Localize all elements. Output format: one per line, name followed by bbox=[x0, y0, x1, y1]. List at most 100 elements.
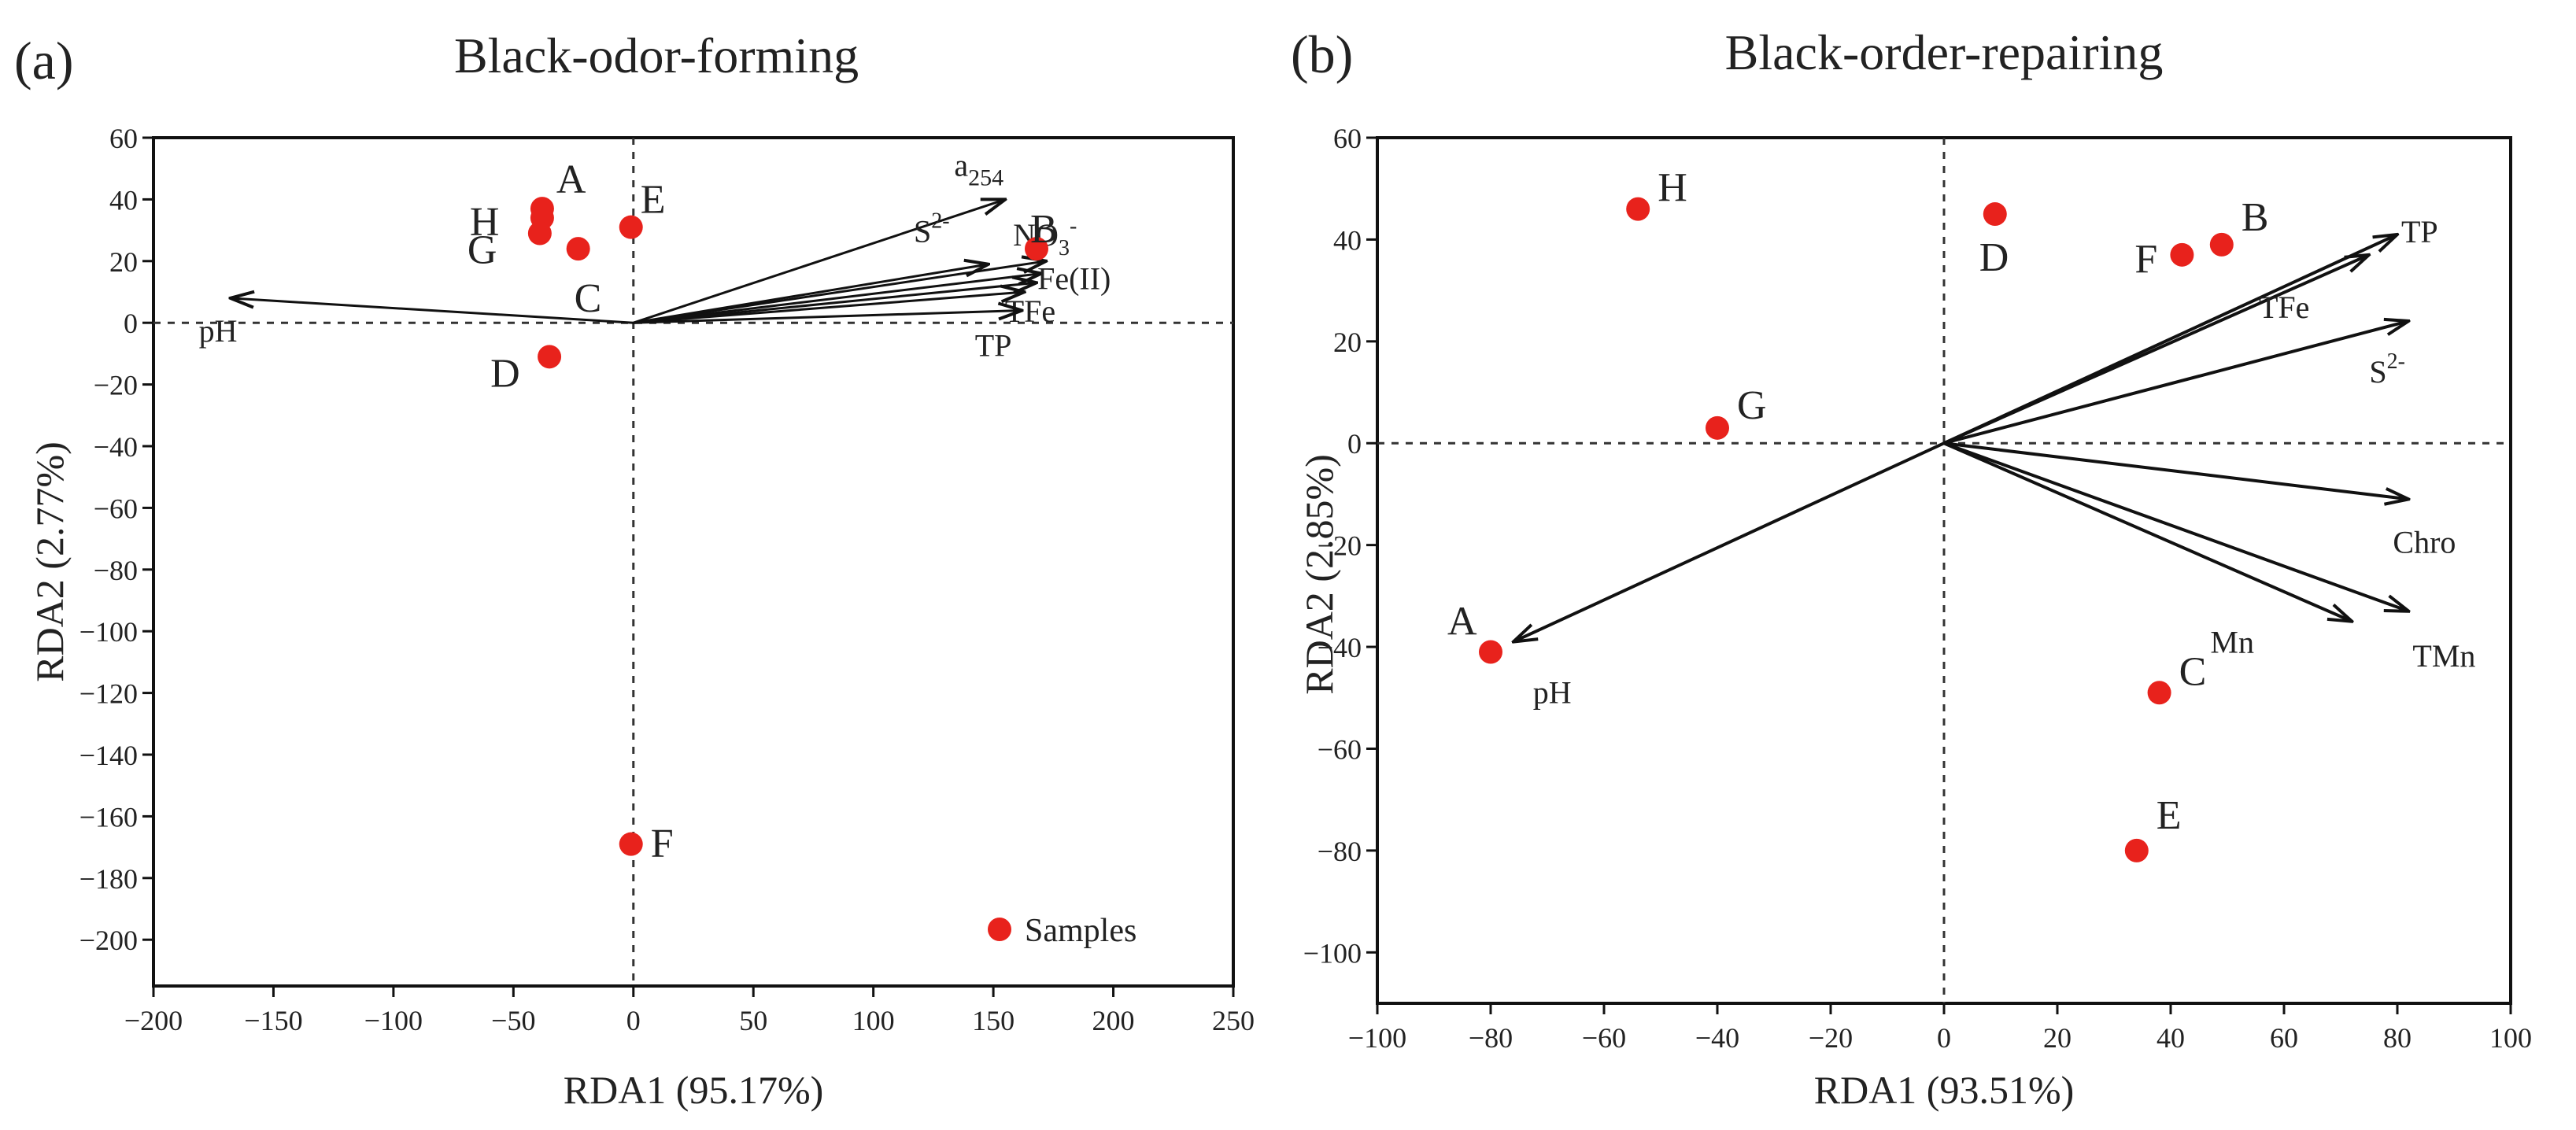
x-tick-label: −60 bbox=[1582, 1022, 1626, 1054]
sample-label-a: A bbox=[556, 157, 586, 202]
vector-arrow-chro bbox=[1943, 441, 2408, 499]
x-tick-label: −100 bbox=[1348, 1022, 1406, 1054]
x-tick-label: 200 bbox=[1092, 1005, 1135, 1036]
y-tick-label: 40 bbox=[1333, 224, 1362, 256]
y-tick-label: −80 bbox=[94, 555, 138, 586]
sample-point-f bbox=[2170, 242, 2194, 267]
panel-b-title: Black-order-repairing bbox=[1725, 24, 2164, 80]
panel-b-label: (b) bbox=[1291, 24, 1353, 84]
y-tick-label: −40 bbox=[1318, 632, 1362, 663]
y-tick-label: −180 bbox=[79, 863, 138, 895]
sample-point-a bbox=[1479, 640, 1502, 664]
y-tick-label: 20 bbox=[109, 246, 138, 278]
legend-label: Samples bbox=[1025, 913, 1136, 949]
sample-label-d: D bbox=[1979, 235, 2009, 280]
sample-label-e: E bbox=[2157, 793, 2182, 838]
sample-point-d bbox=[538, 345, 562, 369]
panel-a: (a) Black-odor-forming 6040200−20−40−60−… bbox=[14, 28, 1255, 1112]
vector-label: a254 bbox=[954, 147, 1003, 190]
sample-point-b bbox=[1024, 237, 1048, 261]
panel-b-y-ticks: 60 40 20 0 −20 −40 −60 −80 −100 bbox=[1303, 123, 1377, 969]
x-tick-label: −200 bbox=[124, 1005, 183, 1036]
y-tick-label: 60 bbox=[109, 123, 138, 154]
x-tick-label: 80 bbox=[2383, 1022, 2412, 1054]
vector-arrow-ph bbox=[1513, 441, 1945, 641]
vector-label: S2- bbox=[2369, 349, 2405, 390]
x-tick-label: 60 bbox=[2270, 1022, 2298, 1054]
y-tick-label: −20 bbox=[94, 370, 138, 401]
y-tick-label: −100 bbox=[79, 616, 138, 648]
panel-a-reference-lines bbox=[153, 138, 1233, 986]
panel-a-label: (a) bbox=[14, 31, 73, 90]
y-tick-label: 0 bbox=[1347, 428, 1362, 460]
sample-label-h: H bbox=[1658, 166, 1687, 211]
panel-b-x-ticks: −100 −80 −60 −40 −20 0 20 40 60 80 100 bbox=[1348, 1003, 2532, 1054]
y-tick-label: −40 bbox=[94, 431, 138, 463]
sample-label-g: G bbox=[1737, 383, 1767, 428]
panel-b-y-axis-label: RDA2 (2.85%) bbox=[1297, 454, 1341, 695]
y-tick-label: 60 bbox=[1333, 123, 1362, 154]
sample-point-c bbox=[566, 237, 590, 261]
vector-label: Fe(II) bbox=[1037, 260, 1111, 296]
vector-label: S2- bbox=[914, 209, 950, 249]
x-tick-label: 100 bbox=[852, 1005, 895, 1036]
vector-label: TP bbox=[2401, 214, 2438, 249]
vector-label: TFe bbox=[2259, 290, 2309, 325]
x-tick-label: 40 bbox=[2157, 1022, 2185, 1054]
sample-point-g bbox=[527, 221, 552, 246]
x-tick-label: −100 bbox=[364, 1005, 423, 1036]
sample-label-b: B bbox=[1030, 207, 1058, 252]
vector-label: Mn bbox=[2210, 625, 2254, 660]
panel-b-points: H D F B G A C E bbox=[1447, 166, 2268, 862]
sample-point-d bbox=[1983, 202, 2007, 227]
sample-label-f: F bbox=[2134, 237, 2157, 282]
panel-a-x-axis-label: RDA1 (95.17%) bbox=[564, 1068, 824, 1112]
y-tick-label: −80 bbox=[1318, 836, 1362, 867]
panel-b-x-axis-label: RDA1 (93.51%) bbox=[1814, 1068, 2075, 1112]
x-tick-label: −40 bbox=[1695, 1022, 1739, 1054]
vector-arrow-tfe bbox=[633, 292, 1025, 324]
vector-arrow-tmn bbox=[1943, 441, 2408, 611]
y-tick-label: 40 bbox=[109, 184, 138, 216]
vector-arrow-s2 bbox=[633, 264, 989, 324]
panel-a-y-axis-label: RDA2 (2.77%) bbox=[28, 441, 72, 682]
y-tick-label: −100 bbox=[1303, 937, 1362, 969]
sample-label-e: E bbox=[641, 178, 666, 223]
vector-arrow-mn bbox=[1943, 441, 2352, 621]
y-tick-label: −60 bbox=[94, 493, 138, 524]
sample-point-e bbox=[2124, 838, 2149, 862]
sample-point-f bbox=[619, 832, 643, 856]
panel-b-vectors: TP TFe S2- Chro Mn TMn pH bbox=[1513, 214, 2475, 711]
x-tick-label: 250 bbox=[1212, 1005, 1255, 1036]
panel-b: (b) Black-order-repairing 6040200−20−40−… bbox=[1291, 24, 2532, 1112]
x-tick-label: 0 bbox=[626, 1005, 641, 1036]
vector-arrow-unlabeled4 bbox=[633, 282, 1037, 324]
y-tick-label: −120 bbox=[79, 678, 138, 710]
sample-point-e bbox=[619, 215, 643, 239]
y-tick-label: −140 bbox=[79, 740, 138, 771]
sample-label-c: C bbox=[575, 276, 602, 321]
panel-a-plot-frame bbox=[152, 136, 1235, 988]
sample-label-d: D bbox=[490, 351, 520, 396]
x-tick-label: 0 bbox=[1937, 1022, 1951, 1054]
sample-point-h bbox=[1626, 197, 1650, 221]
y-tick-label: −60 bbox=[1318, 733, 1362, 765]
vector-arrow-tfe bbox=[1943, 255, 2369, 445]
x-tick-label: 100 bbox=[2489, 1022, 2532, 1054]
vector-arrow-feii bbox=[633, 273, 1041, 324]
panel-a-title: Black-odor-forming bbox=[454, 28, 859, 83]
y-tick-label: −20 bbox=[1318, 530, 1362, 562]
sample-label-c: C bbox=[2179, 649, 2207, 694]
vector-label: pH bbox=[199, 313, 238, 349]
vector-arrow-s2 bbox=[1943, 321, 2408, 445]
panel-a-y-ticks: 60 40 20 0 −20 −40 −60 −80 −100 −120 −140 −160 −180 −… bbox=[79, 123, 153, 956]
sample-label-h: H bbox=[470, 200, 500, 245]
sample-point-g bbox=[1706, 415, 1729, 440]
sample-label-g: G bbox=[468, 228, 497, 273]
x-tick-label: −80 bbox=[1469, 1022, 1513, 1054]
vector-arrow-ph bbox=[231, 298, 634, 324]
sample-label-a: A bbox=[1447, 600, 1477, 644]
legend-marker bbox=[988, 918, 1011, 941]
vector-label: Chro bbox=[2393, 524, 2456, 559]
